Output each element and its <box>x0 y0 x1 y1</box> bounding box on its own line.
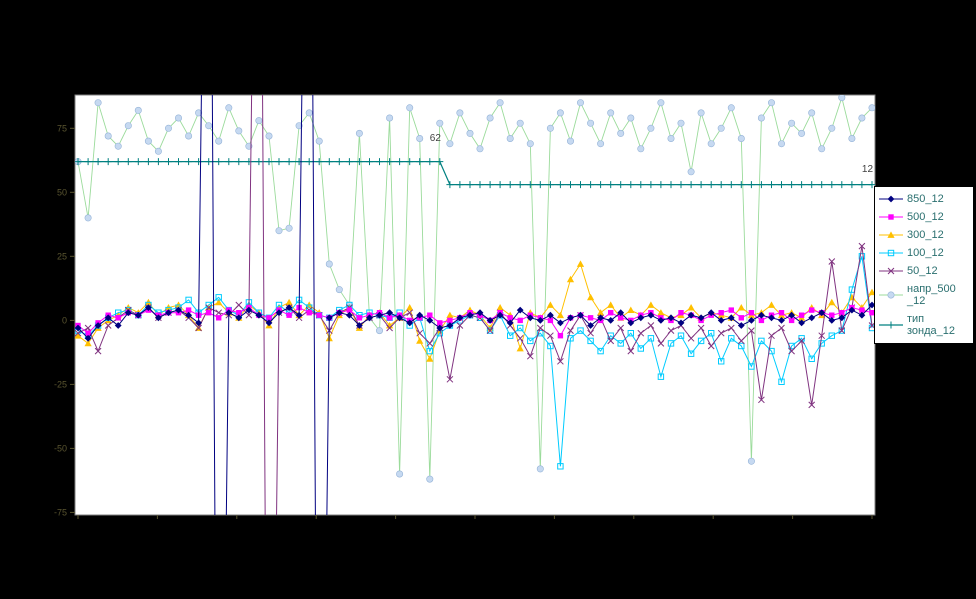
series-50_12[interactable] <box>75 0 875 599</box>
legend-item-850_12[interactable]: 850_12 <box>878 193 970 205</box>
y-tick-label: 25 <box>57 251 67 261</box>
legend-item-напр_500_12[interactable]: напр_500 _12 <box>878 283 970 307</box>
series-тип зонда_12[interactable] <box>75 158 876 189</box>
legend-item-100_12[interactable]: 100_12 <box>878 247 970 259</box>
y-tick-label: -50 <box>54 443 67 453</box>
series-напр_500_12[interactable] <box>75 94 875 483</box>
series-850_12[interactable] <box>75 0 876 599</box>
legend-marker-triangle <box>879 231 903 238</box>
y-tick-label: 50 <box>57 187 67 197</box>
legend-marker-plus <box>879 321 903 329</box>
data-label: 62 <box>430 133 442 144</box>
legend[interactable]: 850_12 500_12 300_12 100_12 50_12 напр_500 _1… <box>874 186 974 344</box>
y-tick-label: 75 <box>57 123 67 133</box>
legend-item-тип зонда_12[interactable]: тип зонда_12 <box>878 313 970 337</box>
legend-marker-diamond <box>879 195 903 203</box>
legend-label: напр_500 _12 <box>907 283 956 307</box>
legend-item-50_12[interactable]: 50_12 <box>878 265 970 277</box>
legend-label: 500_12 <box>907 211 944 223</box>
legend-marker-open-square <box>879 249 903 257</box>
legend-item-500_12[interactable]: 500_12 <box>878 211 970 223</box>
y-tick-label: -25 <box>54 379 67 389</box>
legend-label: 300_12 <box>907 229 944 241</box>
legend-label: тип зонда_12 <box>907 313 956 337</box>
data-label: 12 <box>862 164 874 175</box>
legend-marker-x <box>879 267 903 275</box>
y-tick-label: 0 <box>62 315 67 325</box>
plot-background[interactable] <box>74 94 876 516</box>
legend-marker-square <box>879 214 903 220</box>
legend-item-300_12[interactable]: 300_12 <box>878 229 970 241</box>
legend-label: 850_12 <box>907 193 944 205</box>
y-tick-label: -75 <box>54 507 67 517</box>
legend-label: 50_12 <box>907 265 938 277</box>
legend-label: 100_12 <box>907 247 944 259</box>
legend-marker-circle <box>879 291 903 299</box>
